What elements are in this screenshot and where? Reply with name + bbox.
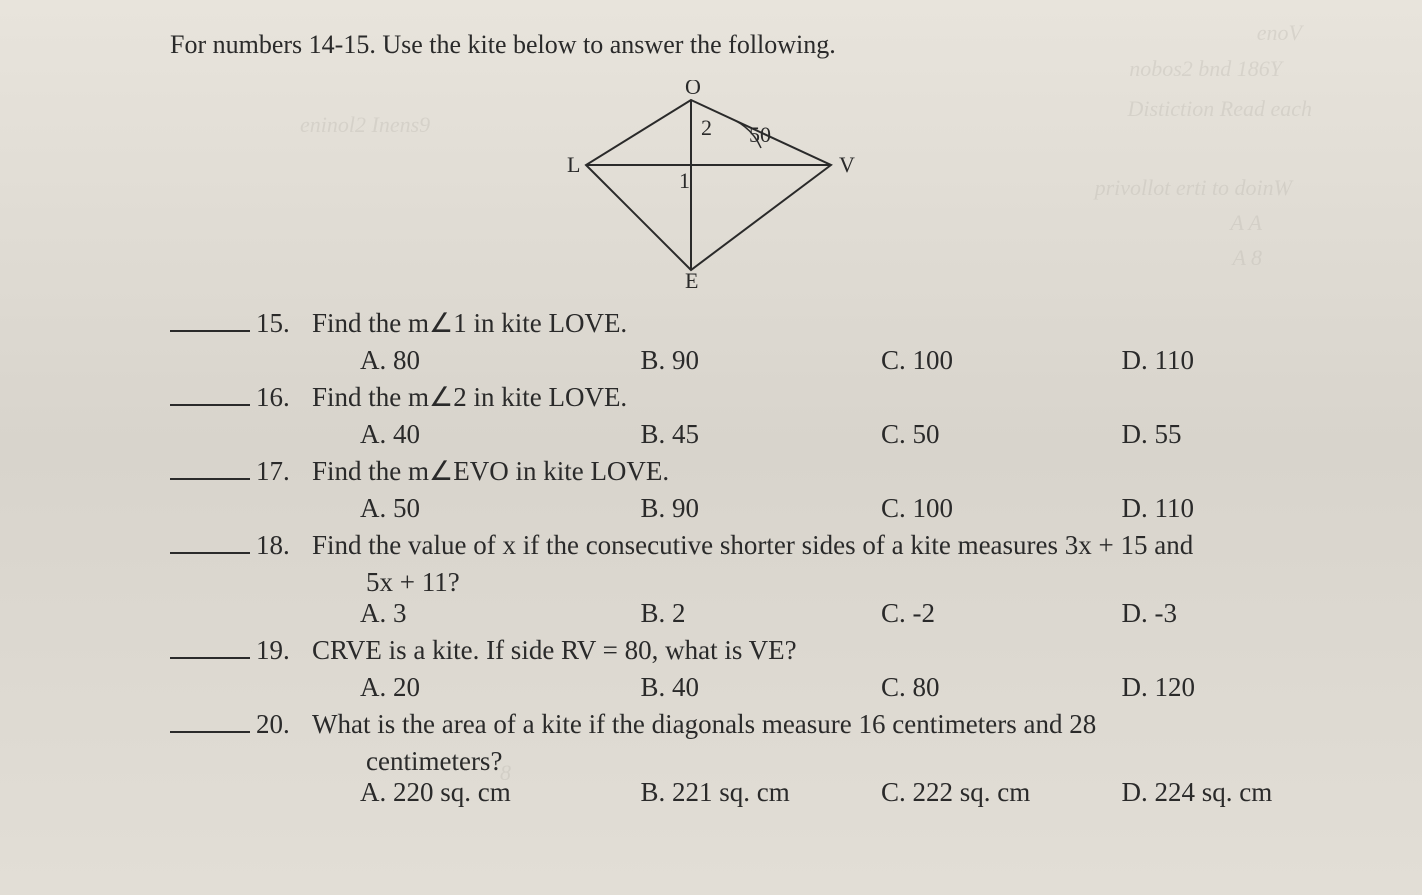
question-row: 17. Find the m∠EVO in kite LOVE.	[170, 456, 1362, 487]
question-number: 19.	[256, 635, 312, 666]
option-b: B. 90	[641, 345, 882, 376]
option-c: C. 100	[881, 345, 1122, 376]
answer-blank[interactable]	[170, 330, 250, 332]
ghost-text: privollot erti to doinW	[1095, 175, 1292, 201]
option-a: A. 50	[360, 493, 601, 524]
vertex-v: V	[839, 152, 855, 177]
option-b: B. 40	[641, 672, 882, 703]
option-a: A. 20	[360, 672, 601, 703]
option-a: A. 220 sq. cm	[360, 777, 601, 808]
angle-label-2: 2	[701, 115, 712, 140]
vertex-o: O	[685, 80, 701, 99]
section-intro: For numbers 14-15. Use the kite below to…	[170, 30, 1362, 60]
option-d: D. -3	[1122, 598, 1363, 629]
question-number: 18.	[256, 530, 312, 561]
ghost-text: Distiction Read each	[1127, 96, 1312, 122]
options-row: A. 40 B. 45 C. 50 D. 55	[360, 419, 1362, 450]
question-text: Find the m∠EVO in kite LOVE.	[312, 456, 1362, 487]
angle-label-1: 1	[679, 168, 690, 193]
answer-blank[interactable]	[170, 478, 250, 480]
ghost-text: A 8	[1232, 245, 1262, 271]
answer-blank[interactable]	[170, 657, 250, 659]
options-row: A. 50 B. 90 C. 100 D. 110	[360, 493, 1362, 524]
option-b: B. 221 sq. cm	[641, 777, 882, 808]
question-text: What is the area of a kite if the diagon…	[312, 709, 1362, 740]
question-row: 18. Find the value of x if the consecuti…	[170, 530, 1362, 561]
question-row: 16. Find the m∠2 in kite LOVE.	[170, 382, 1362, 413]
question-number: 15.	[256, 308, 312, 339]
option-b: B. 90	[641, 493, 882, 524]
arc-50-label: 50	[749, 122, 771, 147]
answer-blank[interactable]	[170, 404, 250, 406]
question-text: Find the m∠1 in kite LOVE.	[312, 308, 1362, 339]
question-text: CRVE is a kite. If side RV = 80, what is…	[312, 635, 1362, 666]
option-d: D. 224 sq. cm	[1122, 777, 1363, 808]
vertex-e: E	[685, 268, 698, 290]
question-text: Find the value of x if the consecutive s…	[312, 530, 1362, 561]
option-c: C. 222 sq. cm	[881, 777, 1122, 808]
question-row: 20. What is the area of a kite if the di…	[170, 709, 1362, 740]
option-a: A. 80	[360, 345, 601, 376]
question-number: 17.	[256, 456, 312, 487]
option-b: B. 45	[641, 419, 882, 450]
question-row: 15. Find the m∠1 in kite LOVE.	[170, 308, 1362, 339]
option-c: C. 100	[881, 493, 1122, 524]
options-row: A. 80 B. 90 C. 100 D. 110	[360, 345, 1362, 376]
worksheet-page: enoV nobos2 bnd 186Y Distiction Read eac…	[0, 0, 1422, 895]
kite-diagram: 2 1 50 O V E L	[531, 80, 891, 290]
ghost-text: eninol2 Inens9	[300, 112, 430, 138]
options-row: A. 3 B. 2 C. -2 D. -3	[360, 598, 1362, 629]
option-d: D. 110	[1122, 345, 1363, 376]
option-a: A. 3	[360, 598, 601, 629]
question-continuation: centimeters?	[366, 746, 1362, 777]
option-d: D. 120	[1122, 672, 1363, 703]
question-number: 16.	[256, 382, 312, 413]
question-text: Find the m∠2 in kite LOVE.	[312, 382, 1362, 413]
option-b: B. 2	[641, 598, 882, 629]
vertex-l: L	[567, 152, 580, 177]
option-a: A. 40	[360, 419, 601, 450]
option-c: C. -2	[881, 598, 1122, 629]
option-d: D. 55	[1122, 419, 1363, 450]
question-number: 20.	[256, 709, 312, 740]
option-d: D. 110	[1122, 493, 1363, 524]
question-row: 19. CRVE is a kite. If side RV = 80, wha…	[170, 635, 1362, 666]
question-continuation: 5x + 11?	[366, 567, 1362, 598]
options-row: A. 220 sq. cm B. 221 sq. cm C. 222 sq. c…	[360, 777, 1362, 808]
option-c: C. 80	[881, 672, 1122, 703]
answer-blank[interactable]	[170, 552, 250, 554]
options-row: A. 20 B. 40 C. 80 D. 120	[360, 672, 1362, 703]
option-c: C. 50	[881, 419, 1122, 450]
question-list: 15. Find the m∠1 in kite LOVE. A. 80 B. …	[170, 308, 1362, 808]
ghost-text: A A	[1230, 210, 1262, 236]
answer-blank[interactable]	[170, 731, 250, 733]
